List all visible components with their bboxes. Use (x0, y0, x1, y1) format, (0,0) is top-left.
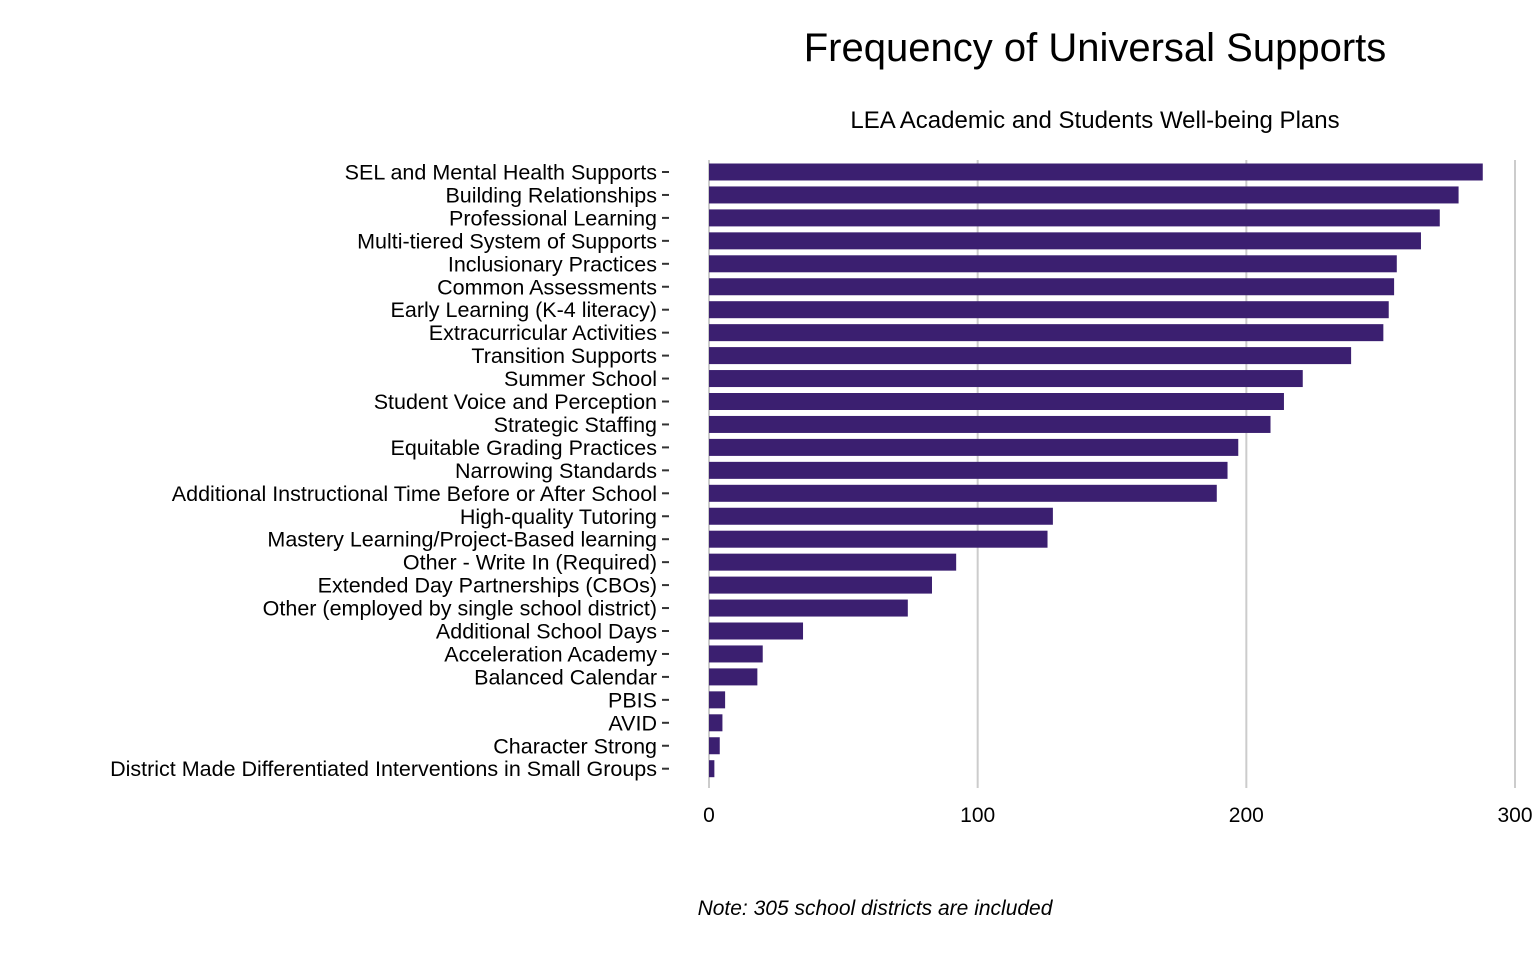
bar (709, 737, 720, 755)
category-label: Building Relationships (445, 183, 657, 207)
bar (709, 714, 723, 732)
bar (709, 255, 1397, 273)
chart-title: Frequency of Universal Supports (803, 26, 1387, 70)
category-label: Additional School Days (436, 620, 657, 644)
category-label: SEL and Mental Health Supports (345, 161, 657, 185)
category-label: Extracurricular Activities (429, 321, 657, 345)
category-label: Summer School (504, 367, 657, 391)
category-label: High-quality Tutoring (460, 505, 657, 529)
bar (709, 186, 1459, 204)
bar (709, 370, 1303, 388)
bar (709, 553, 957, 571)
bar (709, 209, 1440, 227)
bar (709, 484, 1217, 502)
category-label: Strategic Staffing (494, 413, 657, 437)
category-label: Multi-tiered System of Supports (357, 229, 657, 253)
category-label: Mastery Learning/Project-Based learning (267, 528, 657, 552)
bar (709, 347, 1352, 365)
category-label: Extended Day Partnerships (CBOs) (318, 574, 657, 598)
category-label: Narrowing Standards (455, 459, 657, 483)
x-tick-label: 100 (960, 804, 995, 827)
x-tick-label: 200 (1229, 804, 1264, 827)
category-label: Balanced Calendar (474, 665, 657, 689)
category-label: PBIS (608, 688, 657, 712)
category-label: Equitable Grading Practices (390, 436, 657, 460)
bar (709, 324, 1384, 342)
category-label: Other (employed by single school distric… (263, 597, 657, 621)
bar (709, 393, 1284, 410)
category-label: Other - Write In (Required) (403, 551, 657, 575)
bar (709, 232, 1421, 250)
category-label: Character Strong (493, 734, 657, 758)
bar (709, 507, 1053, 525)
bar (709, 599, 908, 617)
bar (709, 668, 758, 686)
bars (709, 163, 1483, 778)
bar (709, 301, 1389, 319)
bar (709, 622, 804, 640)
category-label: District Made Differentiated Interventio… (110, 757, 657, 781)
chart-note: Note: 305 school districts are included (697, 897, 1053, 920)
category-label: Transition Supports (471, 344, 657, 368)
category-label: Early Learning (K-4 literacy) (391, 298, 657, 322)
category-label: Common Assessments (437, 275, 657, 299)
bar (709, 163, 1483, 181)
category-label: Acceleration Academy (444, 642, 657, 666)
bar (709, 760, 715, 778)
category-label: Student Voice and Perception (374, 390, 657, 414)
bar (709, 645, 763, 663)
bar (709, 461, 1228, 479)
category-ticks (662, 171, 669, 770)
bar (709, 278, 1395, 296)
x-axis-tick-labels: 0 100 200 300 (703, 804, 1532, 827)
category-label: Inclusionary Practices (448, 252, 657, 276)
bar (709, 438, 1239, 456)
category-label: Additional Instructional Time Before or … (172, 482, 657, 506)
bar (709, 530, 1048, 548)
bar (709, 576, 932, 594)
category-label: Professional Learning (449, 206, 657, 230)
chart-subtitle: LEA Academic and Students Well-being Pla… (850, 107, 1340, 134)
category-label: AVID (608, 711, 657, 735)
bar (709, 415, 1271, 433)
bar (709, 691, 726, 709)
x-tick-label: 300 (1497, 804, 1532, 827)
x-tick-label: 0 (703, 804, 715, 827)
